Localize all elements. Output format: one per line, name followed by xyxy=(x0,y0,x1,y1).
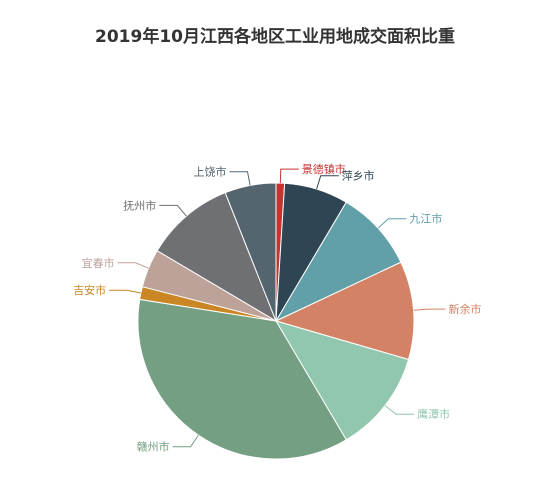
slice-label: 新余市 xyxy=(449,302,482,316)
slice-label: 抚州市 xyxy=(123,198,156,212)
slice-label: 赣州市 xyxy=(137,440,170,454)
leader-line xyxy=(159,204,187,217)
slice-label: 九江市 xyxy=(409,212,442,226)
leader-line xyxy=(413,308,446,311)
slices-layer xyxy=(137,182,415,460)
slice-label: 宜春市 xyxy=(82,256,115,270)
leader-line xyxy=(109,289,142,294)
pie-slice[interactable] xyxy=(274,261,415,361)
leader-line xyxy=(316,175,339,190)
leader-line xyxy=(117,262,149,269)
leader-line xyxy=(229,171,251,186)
slice-label: 萍乡市 xyxy=(342,169,375,183)
pie-slice[interactable] xyxy=(274,320,410,441)
pie-slice[interactable] xyxy=(274,201,402,323)
slice-label: 鹰潭市 xyxy=(417,407,450,421)
slice-label: 上饶市 xyxy=(194,165,227,179)
slice-label: 吉安市 xyxy=(73,283,106,297)
pie-slice[interactable] xyxy=(224,182,277,322)
slice-label: 景德镇市 xyxy=(302,162,346,176)
chart-title: 2019年10月江西各地区工业用地成交面积比重 xyxy=(95,27,455,47)
leader-line xyxy=(279,168,299,184)
leader-line xyxy=(377,218,407,229)
leader-line xyxy=(172,434,199,448)
leader-line xyxy=(384,405,415,415)
